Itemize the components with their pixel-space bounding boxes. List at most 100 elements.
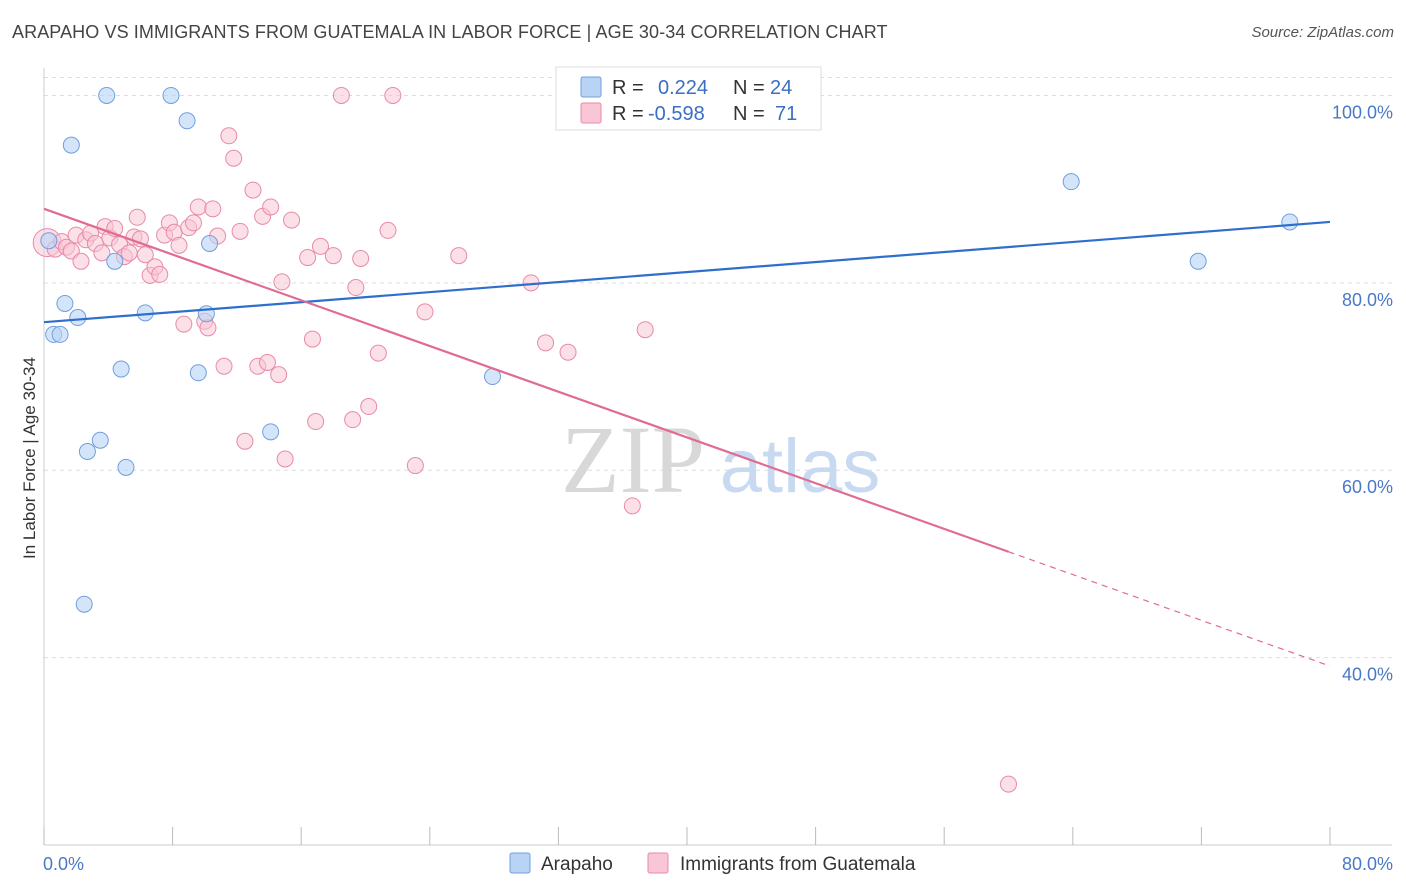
series-arapaho-points [40,86,1299,613]
watermark: ZIP atlas [561,406,880,513]
arapaho-point [40,232,58,250]
guatemala-point [559,343,577,361]
y-tick-label-80: 80.0% [1342,290,1393,310]
guatemala-point [369,344,387,362]
arapaho-point [69,309,87,327]
arapaho-point [78,443,96,460]
arapaho-point [162,86,180,104]
guatemala-point [324,247,342,265]
series-legend: Arapaho Immigrants from Guatemala [509,852,916,875]
x-tick-label-min: 0.0% [43,854,84,874]
guatemala-point [258,353,276,371]
legend-r-label-1: R = [612,77,644,99]
guatemala-point [270,366,288,384]
arapaho-point [1189,252,1207,270]
guatemala-point [623,497,641,515]
legend-swatch-guatemala [580,102,602,124]
y-tick-label-60: 60.0% [1342,477,1393,497]
guatemala-point [360,398,378,416]
guatemala-point [136,246,154,264]
arapaho-point [178,112,196,130]
guatemala-point [231,222,249,240]
arapaho-point [91,431,109,449]
arapaho-point [56,294,74,312]
legend-n-label-2: N = [733,103,765,125]
guatemala-point [283,211,301,229]
arapaho-point [117,458,135,476]
guatemala-trend-extension [1008,551,1331,667]
guatemala-point [276,450,294,468]
guatemala-point [184,214,202,232]
bottom-legend-swatch-guatemala [647,852,669,874]
tick-labels: 40.0% 60.0% 80.0% 100.0% 0.0% 80.0% [43,102,1393,874]
guatemala-point [215,357,233,375]
arapaho-point [112,360,130,378]
arapaho-point [106,252,124,270]
bottom-legend-arapaho: Arapaho [541,854,613,875]
guatemala-point [128,208,146,226]
arapaho-point [201,235,219,253]
arapaho-point [189,364,207,382]
legend-n-value-1: 24 [770,77,792,99]
guatemala-point [236,432,254,450]
arapaho-point [1281,213,1299,231]
arapaho-trend-line [43,220,1331,324]
x-tick-label-max: 80.0% [1342,854,1393,874]
guatemala-point [379,221,397,239]
legend-n-value-2: 71 [775,103,797,125]
guatemala-point [344,411,362,429]
guatemala-point [636,321,654,339]
guatemala-point [384,86,402,104]
bottom-legend-guatemala: Immigrants from Guatemala [680,854,916,875]
legend-r-label-2: R = [612,103,644,125]
series-guatemala-points [32,86,1017,793]
guatemala-point [244,181,262,199]
y-tick-label-100: 100.0% [1332,102,1393,122]
legend-swatch-arapaho [580,76,602,98]
guatemala-point [120,244,138,262]
arapaho-point [51,325,69,343]
guatemala-point [189,198,207,216]
guatemala-point [450,247,468,265]
source-label: Source: ZipAtlas.com [1251,24,1394,41]
chart-title: ARAPAHO VS IMMIGRANTS FROM GUATEMALA IN … [12,22,888,42]
guatemala-point [347,279,365,297]
guatemala-point [352,249,370,267]
correlation-legend: R = 0.224 N = 24 R = -0.598 N = 71 [555,66,822,131]
watermark-zip: ZIP [561,406,705,513]
arapaho-point [262,423,280,441]
guatemala-point [262,198,280,216]
guatemala-point [273,273,291,291]
arapaho-point [1062,173,1080,191]
guatemala-point [416,303,434,321]
guatemala-point [1000,775,1017,793]
guatemala-point [93,244,111,262]
guatemala-point [72,252,90,270]
guatemala-point [299,249,317,267]
axes [43,68,1392,846]
guatemala-point [175,315,193,333]
guatemala-point [303,330,321,348]
guatemala-point [170,236,188,254]
legend-n-label-1: N = [733,77,765,99]
watermark-atlas: atlas [720,424,881,509]
arapaho-point [62,136,80,154]
guatemala-point [204,200,222,218]
guatemala-point [537,334,555,352]
bottom-legend-swatch-arapaho [509,852,531,874]
trend-lines [43,207,1331,667]
guatemala-point [311,237,329,255]
y-axis-label: In Labor Force | Age 30-34 [20,357,39,559]
guatemala-point [307,413,325,431]
arapaho-point [98,86,116,104]
guatemala-point [151,265,169,283]
guatemala-point [199,319,217,337]
guatemala-point [332,86,350,104]
guatemala-point [406,457,424,475]
guatemala-point [225,149,243,167]
arapaho-point [75,595,93,613]
guatemala-point [220,127,238,145]
grid-lines [44,76,1392,659]
legend-r-value-1: 0.224 [658,77,708,99]
